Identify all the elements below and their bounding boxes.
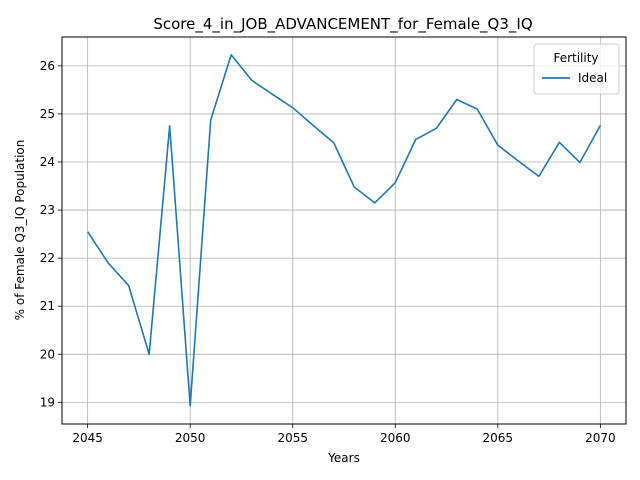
y-tick-label: 19 (40, 395, 55, 409)
x-axis-ticks: 2045 2050 2055 2060 2065 2070 (72, 424, 616, 445)
y-tick-label: 20 (40, 347, 55, 361)
legend: Fertility Ideal (533, 43, 620, 95)
x-tick-label: 2060 (380, 431, 411, 445)
legend-title: Fertility (553, 51, 598, 65)
x-tick-label: 2070 (585, 431, 616, 445)
legend-box (533, 43, 620, 95)
grid (62, 37, 626, 424)
y-axis-ticks: 19 20 21 22 23 24 25 26 (40, 59, 62, 409)
x-tick-label: 2045 (72, 431, 103, 445)
y-tick-label: 24 (40, 155, 55, 169)
y-tick-label: 26 (40, 59, 55, 73)
y-tick-label: 23 (40, 203, 55, 217)
legend-entry-label: Ideal (578, 71, 607, 85)
plot-frame (61, 36, 627, 425)
y-tick-label: 21 (40, 299, 55, 313)
y-tick-label: 25 (40, 107, 55, 121)
plot-lines (86, 53, 602, 407)
series-line-ideal (86, 53, 602, 407)
x-tick-label: 2050 (175, 431, 206, 445)
y-axis-label: % of Female Q3_IQ Population (13, 140, 27, 321)
chart-title: Score_4_in_JOB_ADVANCEMENT_for_Female_Q3… (153, 15, 532, 34)
x-tick-label: 2065 (483, 431, 514, 445)
x-tick-label: 2055 (277, 431, 308, 445)
x-axis-label: Years (327, 451, 360, 465)
y-tick-label: 22 (40, 251, 55, 265)
